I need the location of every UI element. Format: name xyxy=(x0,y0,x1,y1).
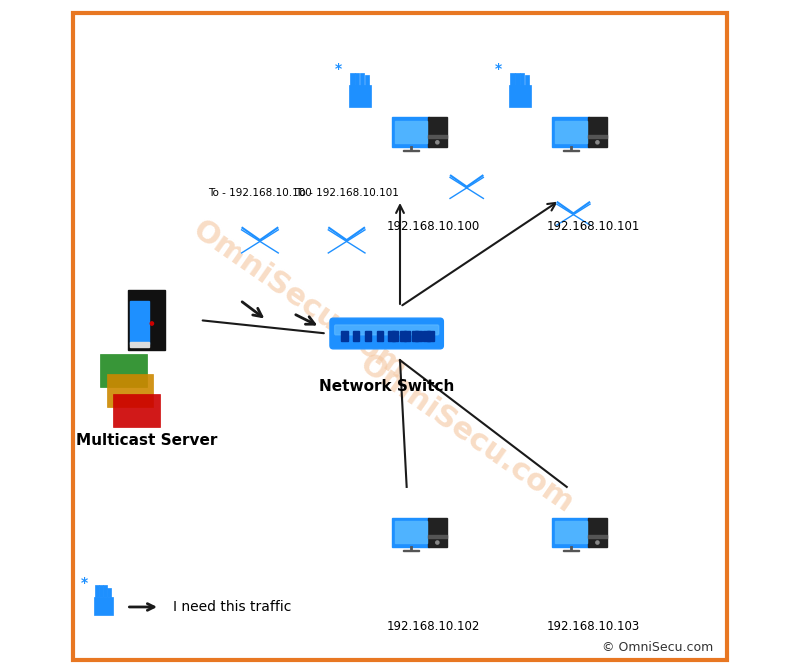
Bar xyxy=(428,117,446,147)
Bar xyxy=(365,75,369,86)
Bar xyxy=(107,588,111,597)
Text: 192.168.10.103: 192.168.10.103 xyxy=(547,620,640,634)
Circle shape xyxy=(596,141,599,144)
Bar xyxy=(552,117,590,147)
Bar xyxy=(94,586,98,597)
Bar xyxy=(402,550,418,551)
Bar xyxy=(555,522,586,544)
Bar xyxy=(562,150,578,151)
Text: OmniSecu.com: OmniSecu.com xyxy=(354,349,579,518)
Bar xyxy=(520,73,524,86)
Bar xyxy=(350,85,370,107)
Bar xyxy=(510,73,514,86)
Bar xyxy=(428,535,446,538)
Text: I need this traffic: I need this traffic xyxy=(174,600,291,614)
Bar xyxy=(130,342,149,347)
Bar xyxy=(427,331,434,341)
Bar xyxy=(394,522,426,544)
Text: *: * xyxy=(495,63,502,76)
Text: 192.168.10.102: 192.168.10.102 xyxy=(386,620,480,634)
Bar xyxy=(525,75,529,86)
Bar xyxy=(113,394,160,427)
Bar xyxy=(360,73,364,86)
Bar xyxy=(450,175,483,199)
Text: *: * xyxy=(335,63,342,76)
Bar xyxy=(510,85,530,107)
Bar xyxy=(562,550,578,551)
Bar xyxy=(428,135,446,138)
Text: *: * xyxy=(81,576,88,590)
Bar xyxy=(94,596,113,615)
Bar xyxy=(106,374,154,407)
Text: OmniSecu.com: OmniSecu.com xyxy=(187,215,413,385)
Bar xyxy=(392,518,430,547)
Bar xyxy=(588,135,606,138)
FancyBboxPatch shape xyxy=(334,325,438,335)
Bar xyxy=(404,331,410,341)
Bar xyxy=(423,331,430,341)
Bar xyxy=(394,121,426,143)
Text: Multicast Server: Multicast Server xyxy=(76,433,218,448)
Bar xyxy=(365,331,371,341)
Bar xyxy=(100,354,146,387)
Text: Network Switch: Network Switch xyxy=(319,380,454,394)
Circle shape xyxy=(596,541,599,544)
Bar xyxy=(412,331,418,341)
Bar xyxy=(400,331,406,341)
Bar xyxy=(342,331,348,341)
Bar xyxy=(588,518,606,547)
Bar xyxy=(552,518,590,547)
Bar xyxy=(355,73,359,86)
Text: 192.168.10.100: 192.168.10.100 xyxy=(386,220,480,233)
Bar xyxy=(428,518,446,547)
Bar xyxy=(242,227,278,253)
Text: © OmniSecu.com: © OmniSecu.com xyxy=(602,641,714,654)
Bar xyxy=(588,117,606,147)
Text: To - 192.168.10.100: To - 192.168.10.100 xyxy=(208,189,312,198)
Text: To - 192.168.10.101: To - 192.168.10.101 xyxy=(294,189,398,198)
Bar xyxy=(557,201,590,225)
Bar xyxy=(388,331,394,341)
Bar xyxy=(128,290,165,350)
Bar xyxy=(555,121,586,143)
Bar xyxy=(103,586,107,597)
Circle shape xyxy=(436,141,439,144)
Text: 192.168.10.101: 192.168.10.101 xyxy=(546,220,640,233)
Bar xyxy=(588,535,606,538)
Bar xyxy=(99,586,102,597)
Bar xyxy=(377,331,383,341)
Circle shape xyxy=(436,541,439,544)
Bar xyxy=(392,117,430,147)
Bar xyxy=(392,331,398,341)
Bar xyxy=(415,331,422,341)
Bar xyxy=(353,331,359,341)
Bar xyxy=(515,73,519,86)
Bar xyxy=(328,227,365,253)
FancyBboxPatch shape xyxy=(330,318,443,349)
Bar xyxy=(402,150,418,151)
Circle shape xyxy=(150,321,154,325)
Bar xyxy=(130,301,149,344)
Bar xyxy=(350,73,354,86)
